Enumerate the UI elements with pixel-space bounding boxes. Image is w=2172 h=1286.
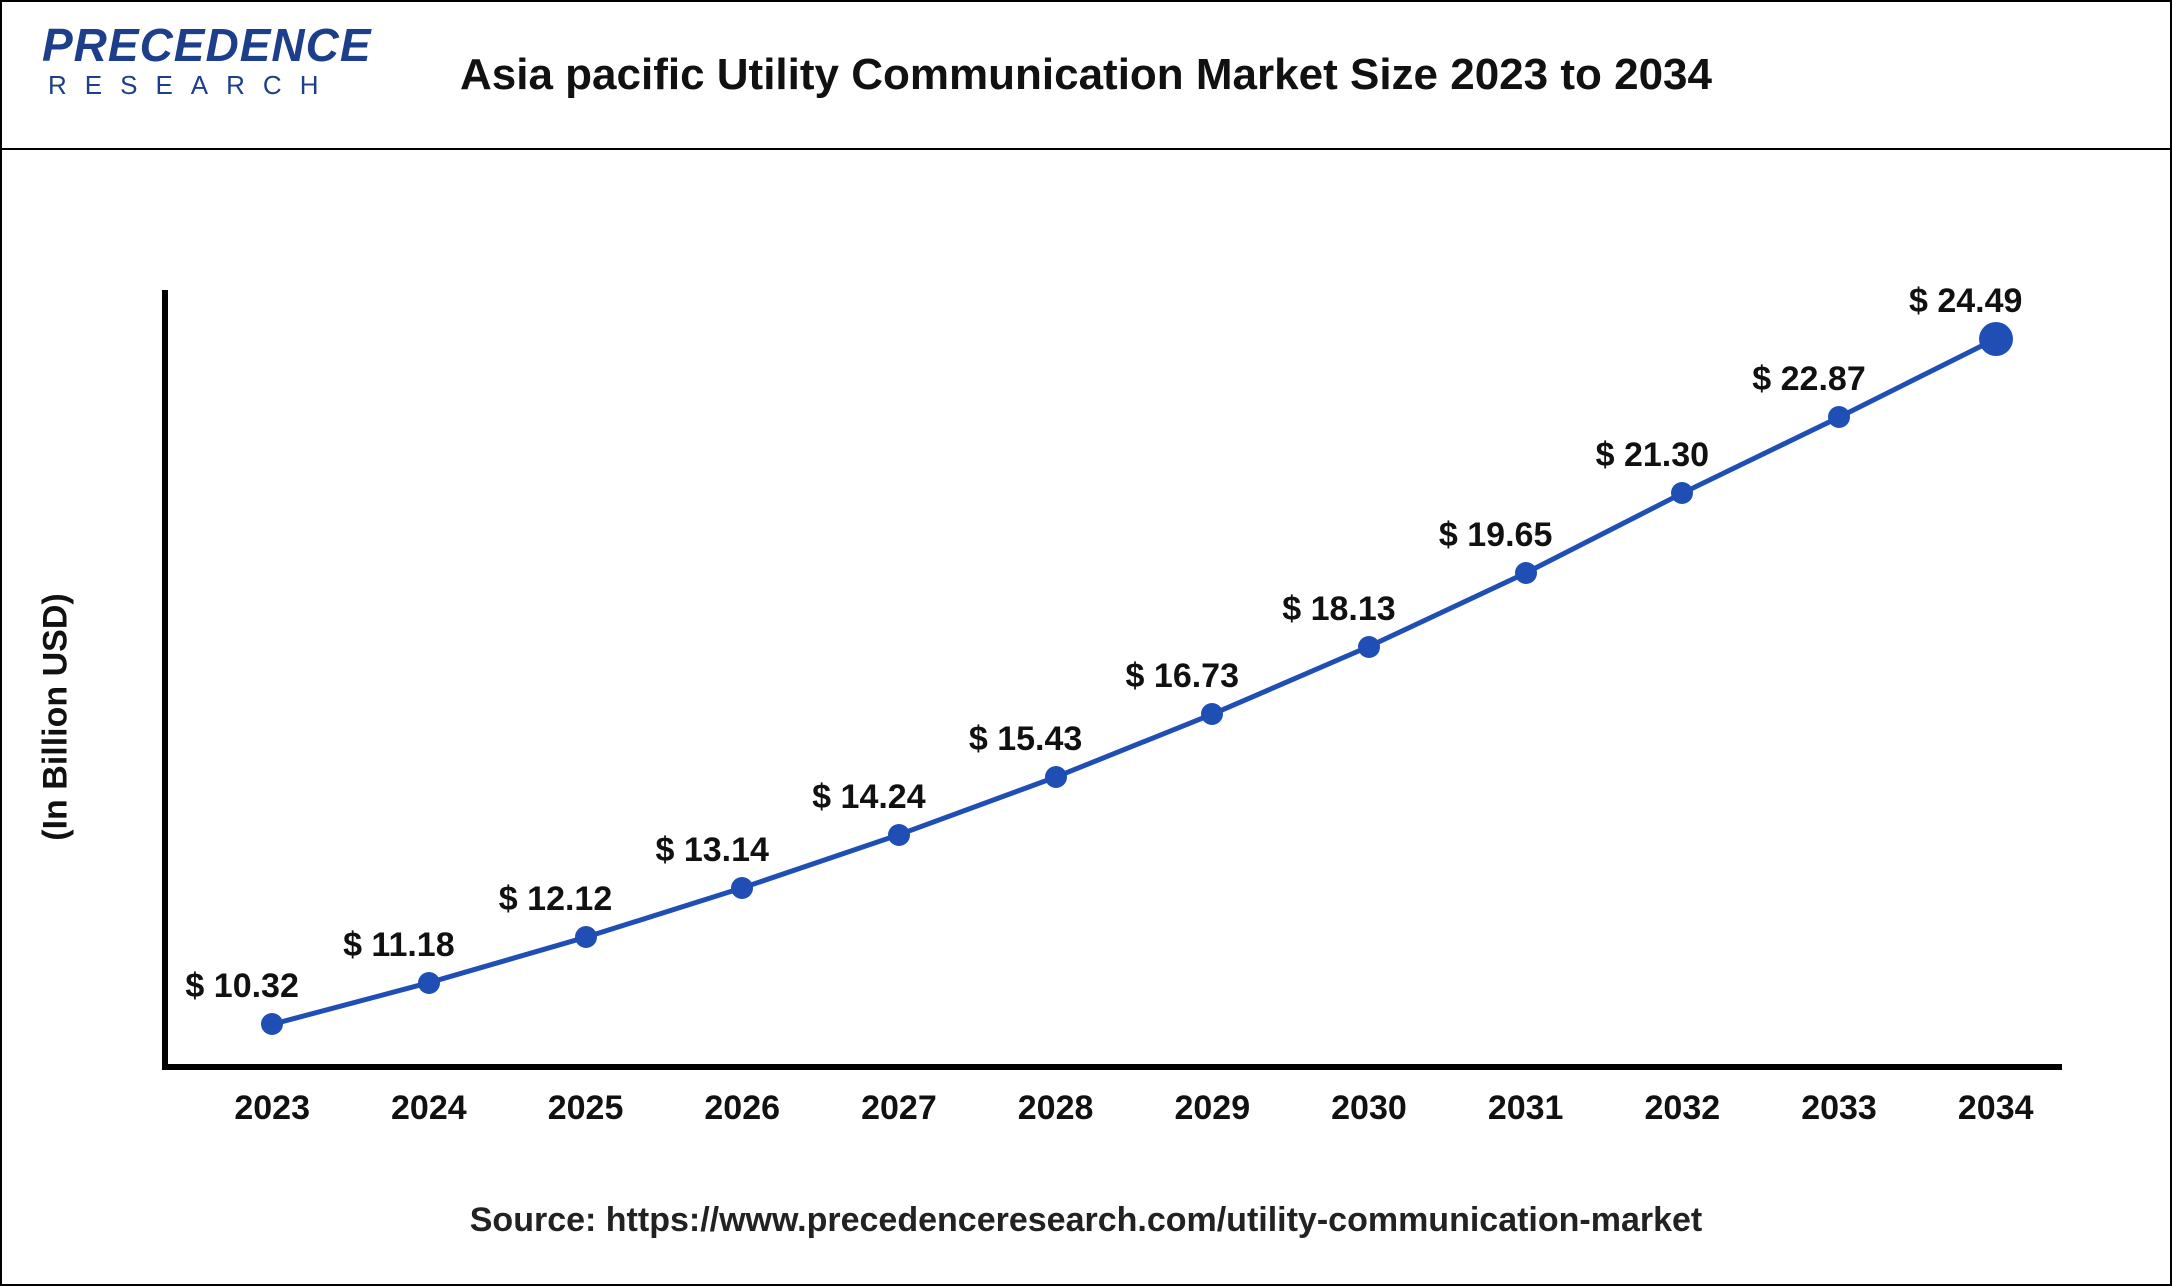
data-point-label: $ 15.43: [969, 720, 1082, 759]
data-point-label: $ 24.49: [1909, 282, 2022, 321]
data-point-marker: [1979, 322, 2013, 356]
x-tick-label: 2031: [1488, 1089, 1564, 1128]
x-tick-label: 2030: [1331, 1089, 1407, 1128]
report-frame: PRECEDENCE RESEARCH Asia pacific Utility…: [0, 0, 2172, 1286]
x-tick-label: 2025: [548, 1089, 624, 1128]
data-point-marker: [418, 972, 440, 994]
data-point-marker: [731, 877, 753, 899]
plot-area: $ 10.322023$ 11.182024$ 12.122025$ 13.14…: [168, 290, 2062, 1064]
data-point-marker: [1828, 406, 1850, 428]
plot-frame: $ 10.322023$ 11.182024$ 12.122025$ 13.14…: [162, 290, 2062, 1070]
x-tick-label: 2029: [1174, 1089, 1250, 1128]
data-point-marker: [1515, 562, 1537, 584]
data-point-marker: [1045, 766, 1067, 788]
data-point-label: $ 10.32: [185, 967, 298, 1006]
x-tick-label: 2023: [234, 1089, 310, 1128]
header-band: PRECEDENCE RESEARCH Asia pacific Utility…: [2, 2, 2170, 150]
data-point-label: $ 16.73: [1126, 657, 1239, 696]
x-tick-label: 2024: [391, 1089, 467, 1128]
source-citation: Source: https://www.precedenceresearch.c…: [2, 1201, 2170, 1240]
chart-region: (In Billion USD) $ 10.322023$ 11.182024$…: [2, 150, 2170, 1284]
x-tick-label: 2032: [1645, 1089, 1721, 1128]
y-axis-label: (In Billion USD): [37, 470, 76, 717]
x-tick-label: 2028: [1018, 1089, 1094, 1128]
data-point-label: $ 21.30: [1596, 436, 1709, 475]
brand-name-top: PRECEDENCE: [42, 22, 372, 68]
x-tick-label: 2033: [1801, 1089, 1877, 1128]
data-point-marker: [1671, 482, 1693, 504]
data-point-marker: [261, 1013, 283, 1035]
x-axis-line: [162, 1064, 2062, 1070]
data-point-marker: [888, 824, 910, 846]
data-point-label: $ 14.24: [812, 778, 925, 817]
x-tick-label: 2027: [861, 1089, 937, 1128]
x-tick-label: 2026: [704, 1089, 780, 1128]
data-point-label: $ 19.65: [1439, 516, 1552, 555]
data-point-label: $ 13.14: [655, 831, 768, 870]
data-point-label: $ 11.18: [343, 926, 455, 965]
data-point-label: $ 18.13: [1282, 590, 1395, 629]
data-point-marker: [1201, 703, 1223, 725]
brand-logo: PRECEDENCE RESEARCH: [42, 22, 372, 98]
data-point-marker: [575, 926, 597, 948]
data-point-label: $ 22.87: [1752, 360, 1865, 399]
data-point-marker: [1358, 636, 1380, 658]
x-tick-label: 2034: [1958, 1089, 2034, 1128]
data-point-label: $ 12.12: [499, 880, 612, 919]
brand-name-bottom: RESEARCH: [42, 72, 372, 98]
